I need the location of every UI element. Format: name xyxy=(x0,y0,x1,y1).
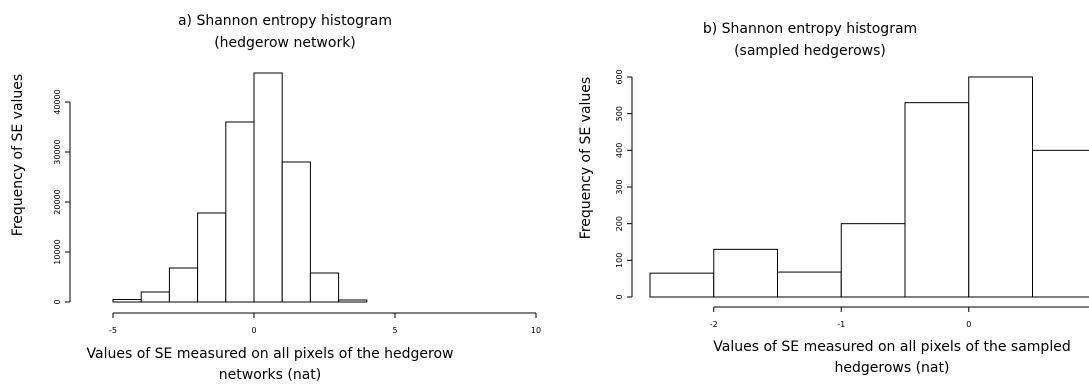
chart-b-bar-2 xyxy=(713,248,778,298)
chart-a-bar-1 xyxy=(112,299,142,303)
chart-a-y-tick-label-2: 10000 xyxy=(53,239,62,264)
chart-b-x-tick-label-2: -1 xyxy=(837,320,845,329)
chart-b-x-tick-label-3: 0 xyxy=(966,320,971,329)
chart-a-bar-6 xyxy=(253,72,283,303)
chart-b-y-tick-label-5: 400 xyxy=(615,143,624,158)
chart-a-y-tick-label-1: 0 xyxy=(53,299,62,304)
chart-a-bar-2 xyxy=(140,291,170,303)
chart-a-bar-3 xyxy=(168,267,199,303)
chart-b-bar-5 xyxy=(904,102,970,298)
chart-b-bar-4 xyxy=(840,223,906,298)
chart-b-y-tick-label-2: 100 xyxy=(615,253,624,268)
chart-b-bar-1 xyxy=(649,272,715,298)
chart-b-y-tick-label-7: 600 xyxy=(615,69,624,84)
chart-a-bar-9 xyxy=(338,299,368,303)
chart-b-x-tick-label-1: -2 xyxy=(710,320,718,329)
chart-a-bar-5 xyxy=(225,121,255,303)
chart-a-y-tick-label-5: 40000 xyxy=(53,89,62,114)
chart-a-y-tick-label-4: 30000 xyxy=(53,139,62,164)
chart-b-bar-6 xyxy=(968,76,1033,298)
chart-b-y-axis-label: Frequency of SE values xyxy=(578,77,594,239)
chart-b-bar-3 xyxy=(777,271,842,298)
chart-a-x-tick-label-1: -5 xyxy=(109,326,117,335)
chart-b-x-axis-label-line-2: hedgerows (nat) xyxy=(835,360,950,376)
chart-a-x-axis-label-line-2: networks (nat) xyxy=(219,367,321,383)
chart-b-title-line-1: b) Shannon entropy histogram xyxy=(703,21,917,37)
chart-b-y-tick-label-3: 200 xyxy=(615,216,624,231)
chart-b-x-axis-label-line-1: Values of SE measured on all pixels of t… xyxy=(713,339,1070,355)
chart-a-x-tick-label-2: 0 xyxy=(251,326,256,335)
chart-a-x-axis-label-line-1: Values of SE measured on all pixels of t… xyxy=(87,346,454,362)
chart-a-bar-7 xyxy=(281,161,311,303)
chart-a-y-tick-label-3: 20000 xyxy=(53,189,62,214)
chart-b-title-line-2: (sampled hedgerows) xyxy=(734,43,886,59)
chart-b-bar-7 xyxy=(1032,149,1089,298)
chart-a-x-tick-label-3: 5 xyxy=(392,326,397,335)
chart-b-y-tick-label-6: 500 xyxy=(615,106,624,121)
chart-a-bar-8 xyxy=(309,272,340,303)
chart-b-y-tick-label-4: 300 xyxy=(615,179,624,194)
chart-b-y-tick-label-1: 0 xyxy=(615,294,624,299)
chart-a-title-line-2: (hedgerow network) xyxy=(214,35,356,51)
chart-a-x-tick-label-4: 10 xyxy=(531,326,541,335)
chart-a-title-line-1: a) Shannon entropy histogram xyxy=(178,13,392,29)
chart-a-y-axis-label: Frequency of SE values xyxy=(10,74,26,236)
chart-a-bar-4 xyxy=(197,212,227,303)
